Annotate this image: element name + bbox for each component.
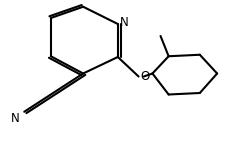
Text: O: O	[140, 70, 150, 83]
Text: N: N	[120, 16, 129, 29]
Text: N: N	[11, 112, 20, 124]
